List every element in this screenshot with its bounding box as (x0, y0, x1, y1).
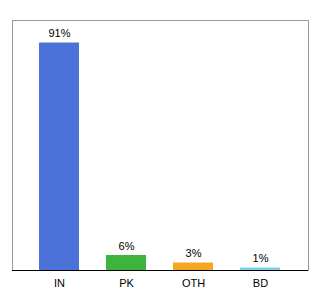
svg-text:IN: IN (54, 277, 65, 289)
svg-text:BD: BD (253, 277, 268, 289)
svg-text:PK: PK (119, 277, 134, 289)
svg-text:6%: 6% (119, 240, 135, 252)
svg-text:1%: 1% (253, 252, 269, 264)
svg-text:3%: 3% (186, 247, 202, 259)
svg-text:91%: 91% (48, 27, 70, 39)
svg-text:OTH: OTH (182, 277, 205, 289)
